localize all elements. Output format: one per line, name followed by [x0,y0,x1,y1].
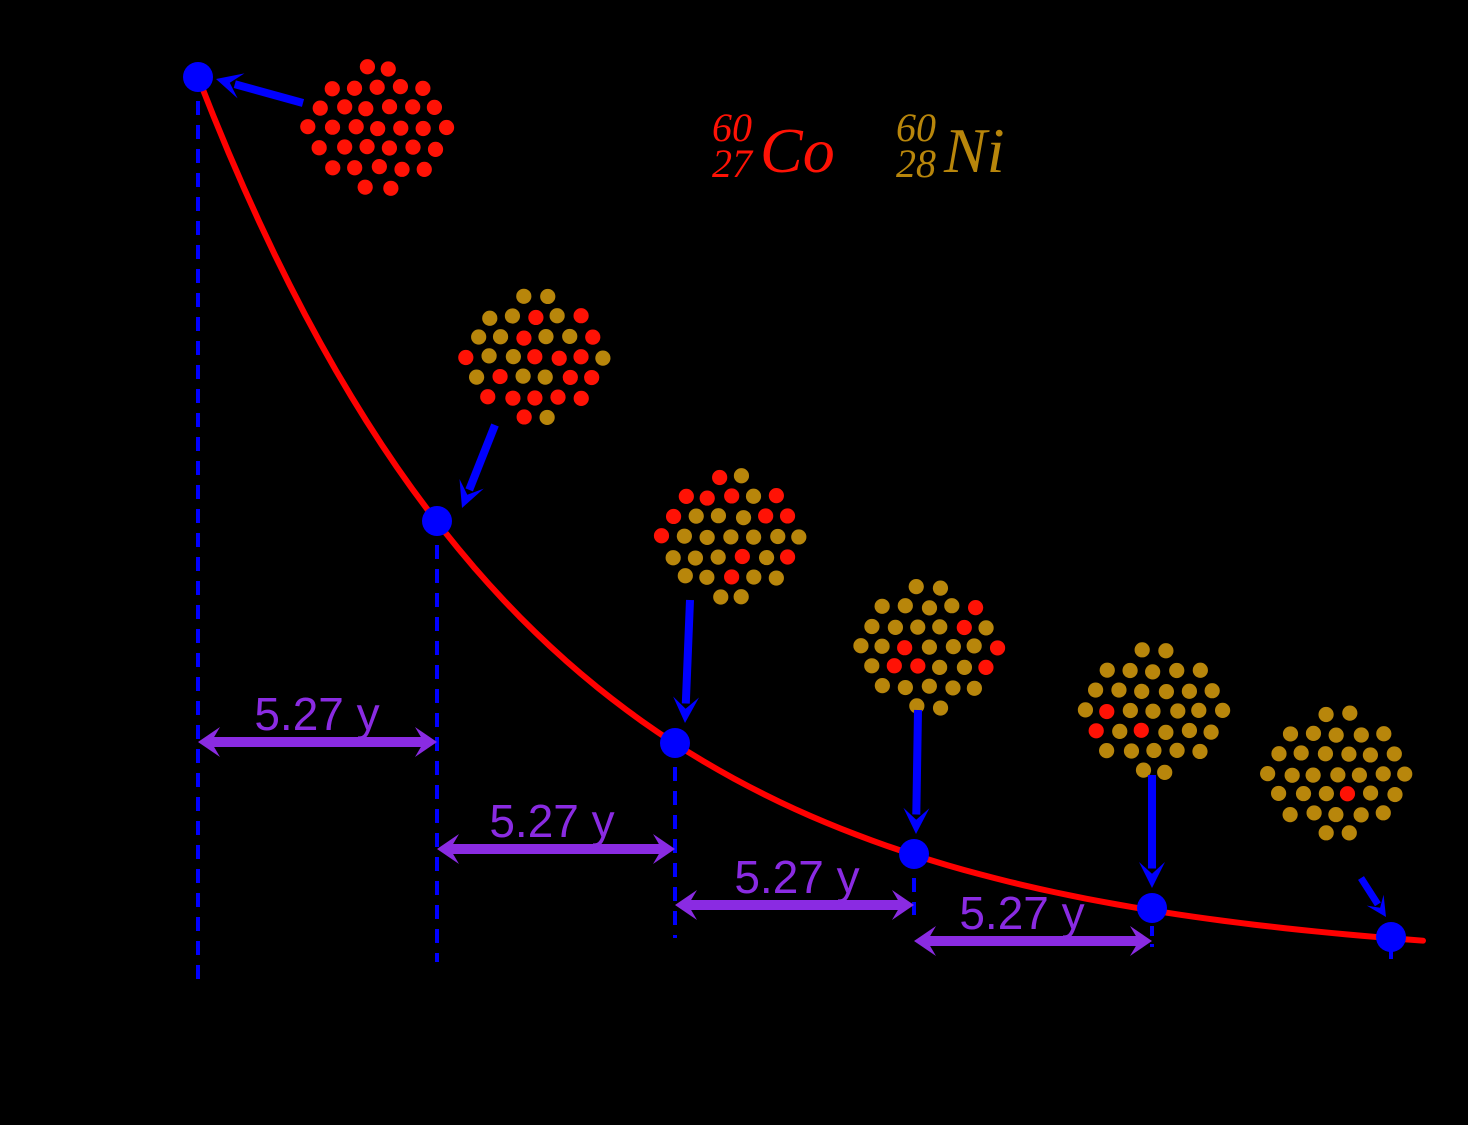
svg-text:28: 28 [896,141,936,186]
svg-text:Co: Co [760,115,835,186]
svg-text:5.27 y: 5.27 y [489,795,614,847]
svg-text:5.27 y: 5.27 y [734,851,859,903]
svg-text:5.27 y: 5.27 y [254,688,379,740]
svg-text:Ni: Ni [943,115,1004,186]
svg-text:27: 27 [712,141,754,186]
svg-text:5.27 y: 5.27 y [959,887,1084,939]
